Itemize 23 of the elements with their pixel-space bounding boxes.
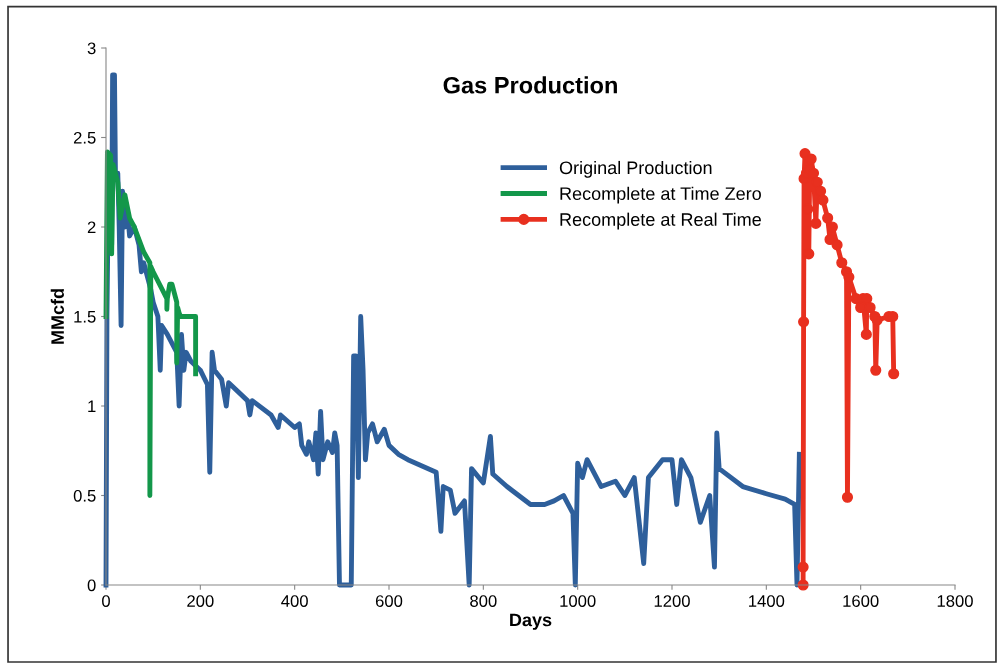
legend-label: Recomplete at Time Zero: [560, 186, 761, 204]
y-tick-label: 1: [88, 400, 96, 413]
x-tick-label: 600: [375, 595, 403, 607]
x-tick-label: 1400: [749, 595, 785, 607]
y-tick-label: 2.5: [73, 131, 96, 144]
text: Gas Production: [443, 76, 617, 94]
x-tick-label: 800: [470, 595, 497, 607]
y-axis-title: MMcfd: [50, 289, 64, 344]
x-tick-label: 1200: [654, 595, 690, 607]
x-tick-label: 1800: [937, 595, 973, 607]
legend-label: Original Production: [559, 160, 712, 178]
x-axis-title: Days: [510, 613, 552, 630]
legend-label: Recomplete at Real Time: [560, 212, 761, 230]
y-tick-label: 0.5: [73, 489, 96, 502]
y-tick-label: 3: [87, 42, 96, 55]
x-tick-label: 400: [281, 595, 308, 607]
y-tick-label: 2: [87, 221, 96, 234]
y-tick-label: 1.5: [74, 311, 96, 323]
x-tick-label: 0: [102, 595, 110, 607]
x-tick-label: 200: [187, 595, 214, 607]
y-tick-label: 0: [87, 579, 96, 592]
x-tick-label: 1000: [560, 595, 596, 607]
x-tick-label: 1600: [843, 595, 879, 607]
